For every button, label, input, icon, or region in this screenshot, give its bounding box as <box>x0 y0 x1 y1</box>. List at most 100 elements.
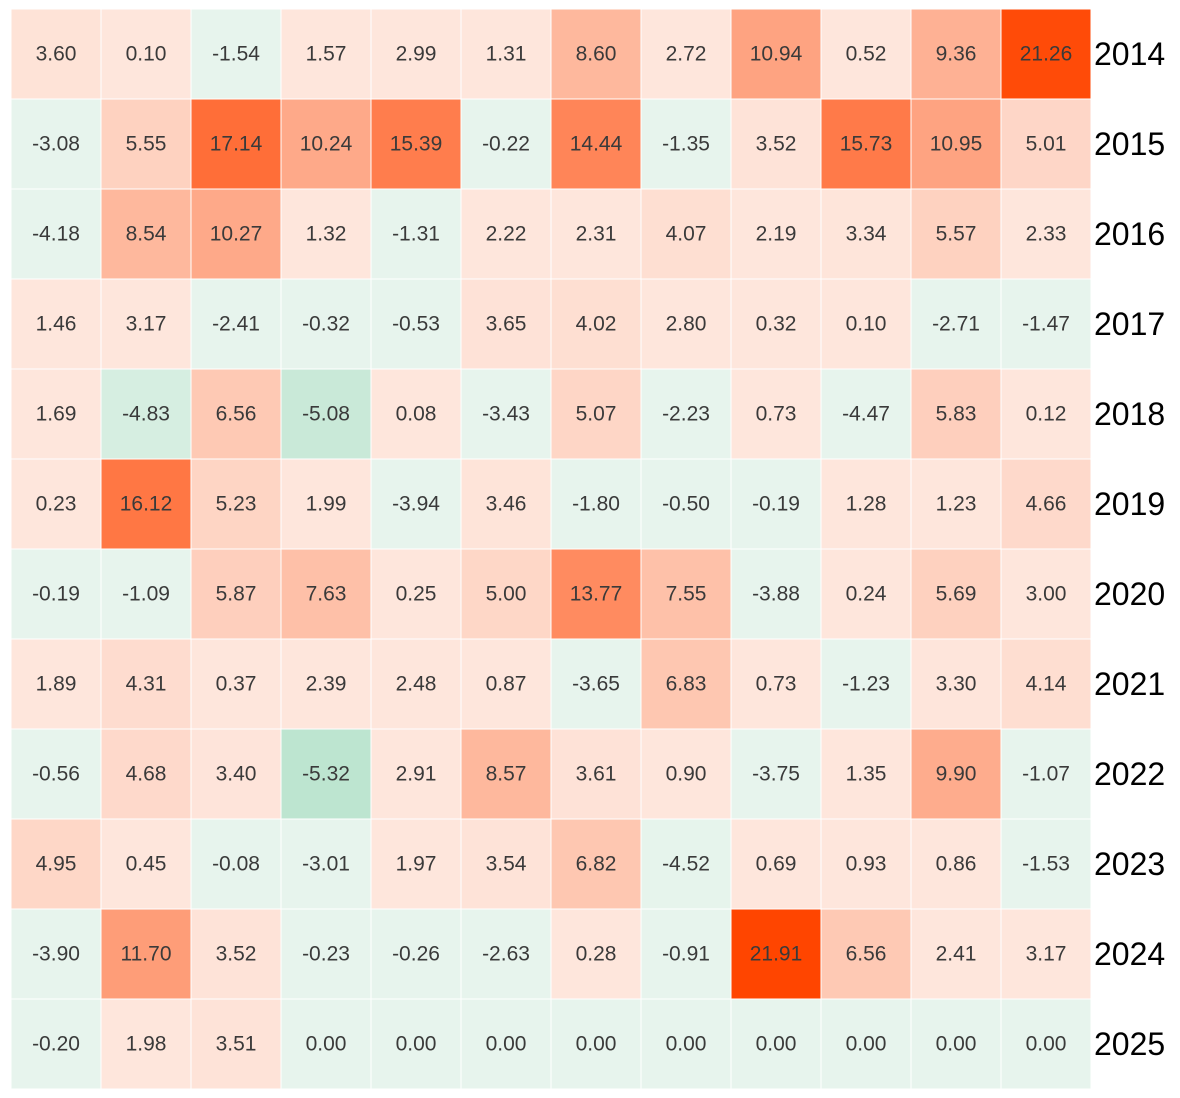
heatmap-cell <box>100 818 192 910</box>
cell-value-label: -0.19 <box>752 493 800 516</box>
year-label: 2015 <box>1094 126 1165 162</box>
cell-value-label: 0.12 <box>1026 403 1067 426</box>
cell-value-label: 3.40 <box>216 763 257 786</box>
heatmap-cell <box>820 998 912 1090</box>
year-label: 2018 <box>1094 396 1165 432</box>
heatmap-cell <box>100 548 192 640</box>
cell-value-label: 21.26 <box>1020 43 1073 66</box>
cell-value-label: 1.57 <box>306 43 347 66</box>
cell-value-label: 3.54 <box>486 853 527 876</box>
heatmap-cell <box>550 638 642 730</box>
cell-value-label: 3.65 <box>486 313 527 336</box>
heatmap-cell <box>910 368 1002 460</box>
year-label: 2016 <box>1094 216 1165 252</box>
cell-value-label: 1.28 <box>846 493 887 516</box>
heatmap-cell <box>190 278 282 370</box>
heatmap-cell <box>100 98 192 190</box>
heatmap-cell <box>1000 548 1092 640</box>
cell-value-label: 0.00 <box>666 1033 707 1056</box>
cell-value-label: 3.60 <box>36 43 77 66</box>
cell-value-label: 0.00 <box>576 1033 617 1056</box>
heatmap-cell <box>640 908 732 1000</box>
heatmap-cell <box>460 458 552 550</box>
cell-value-label: -0.22 <box>482 133 530 156</box>
heatmap-cell <box>10 908 102 1000</box>
cell-value-label: 5.83 <box>936 403 977 426</box>
cell-value-label: -3.90 <box>32 943 80 966</box>
cell-value-label: 0.28 <box>576 943 617 966</box>
cell-value-label: 14.44 <box>570 133 623 156</box>
cell-value-label: 0.25 <box>396 583 437 606</box>
cell-value-label: 1.35 <box>846 763 887 786</box>
cell-value-label: -0.50 <box>662 493 710 516</box>
cell-value-label: 3.34 <box>846 223 887 246</box>
cell-value-label: -1.07 <box>1022 763 1070 786</box>
heatmap-cell <box>550 818 642 910</box>
cell-value-label: 15.73 <box>840 133 893 156</box>
heatmap-cell <box>280 728 372 820</box>
heatmap-cell <box>820 548 912 640</box>
cell-value-label: 0.86 <box>936 853 977 876</box>
cell-value-label: 0.73 <box>756 673 797 696</box>
heatmap-cell <box>910 908 1002 1000</box>
heatmap-cell <box>10 98 102 190</box>
cell-value-label: 5.01 <box>1026 133 1067 156</box>
cell-value-label: -3.01 <box>302 853 350 876</box>
heatmap-cell <box>820 278 912 370</box>
cell-value-label: 2.80 <box>666 313 707 336</box>
cell-value-label: 16.12 <box>120 493 173 516</box>
cell-value-label: 2.31 <box>576 223 617 246</box>
year-label: 2022 <box>1094 756 1165 792</box>
heatmap-cell <box>1000 98 1092 190</box>
cell-value-label: 0.32 <box>756 313 797 336</box>
cell-value-label: 2.48 <box>396 673 437 696</box>
cell-value-label: 0.69 <box>756 853 797 876</box>
heatmap-cell <box>730 368 822 460</box>
heatmap-cell <box>370 998 462 1090</box>
cell-value-label: 6.83 <box>666 673 707 696</box>
heatmap-cell <box>460 998 552 1090</box>
cell-value-label: 1.23 <box>936 493 977 516</box>
cell-value-label: -4.47 <box>842 403 890 426</box>
cell-value-label: 3.51 <box>216 1033 257 1056</box>
heatmap-cell <box>370 818 462 910</box>
heatmap-cell <box>280 278 372 370</box>
heatmap-cell <box>730 98 822 190</box>
cell-value-label: -5.08 <box>302 403 350 426</box>
heatmap-cell <box>1000 8 1092 100</box>
cell-value-label: 3.52 <box>756 133 797 156</box>
heatmap-cell <box>550 98 642 190</box>
cell-value-label: 9.36 <box>936 43 977 66</box>
heatmap-cell <box>10 368 102 460</box>
heatmap-cell <box>550 278 642 370</box>
heatmap-cell <box>1000 818 1092 910</box>
heatmap-cell <box>640 458 732 550</box>
cell-value-label: 0.00 <box>306 1033 347 1056</box>
cell-value-label: 2.19 <box>756 223 797 246</box>
cell-value-label: 0.10 <box>126 43 167 66</box>
cell-value-label: -0.91 <box>662 943 710 966</box>
heatmap-cell <box>640 638 732 730</box>
cell-value-label: 4.68 <box>126 763 167 786</box>
cell-value-label: 8.57 <box>486 763 527 786</box>
cell-value-label: -1.53 <box>1022 853 1070 876</box>
heatmap-cell <box>820 98 912 190</box>
heatmap-cell <box>280 908 372 1000</box>
heatmap-cell <box>550 908 642 1000</box>
cell-value-label: -4.83 <box>122 403 170 426</box>
cell-value-label: 13.77 <box>570 583 623 606</box>
cell-value-label: 6.82 <box>576 853 617 876</box>
cell-value-label: -3.94 <box>392 493 440 516</box>
heatmap-cell <box>820 818 912 910</box>
cell-value-label: 5.87 <box>216 583 257 606</box>
heatmap-cell <box>730 728 822 820</box>
heatmap-cell <box>10 638 102 730</box>
heatmap-cell <box>730 998 822 1090</box>
cell-value-label: 3.17 <box>1026 943 1067 966</box>
cell-value-label: 4.14 <box>1026 673 1067 696</box>
cell-value-label: 1.46 <box>36 313 77 336</box>
heatmap-cell <box>100 278 192 370</box>
cell-value-label: 7.63 <box>306 583 347 606</box>
heatmap-cell <box>100 8 192 100</box>
cell-value-label: 2.99 <box>396 43 437 66</box>
